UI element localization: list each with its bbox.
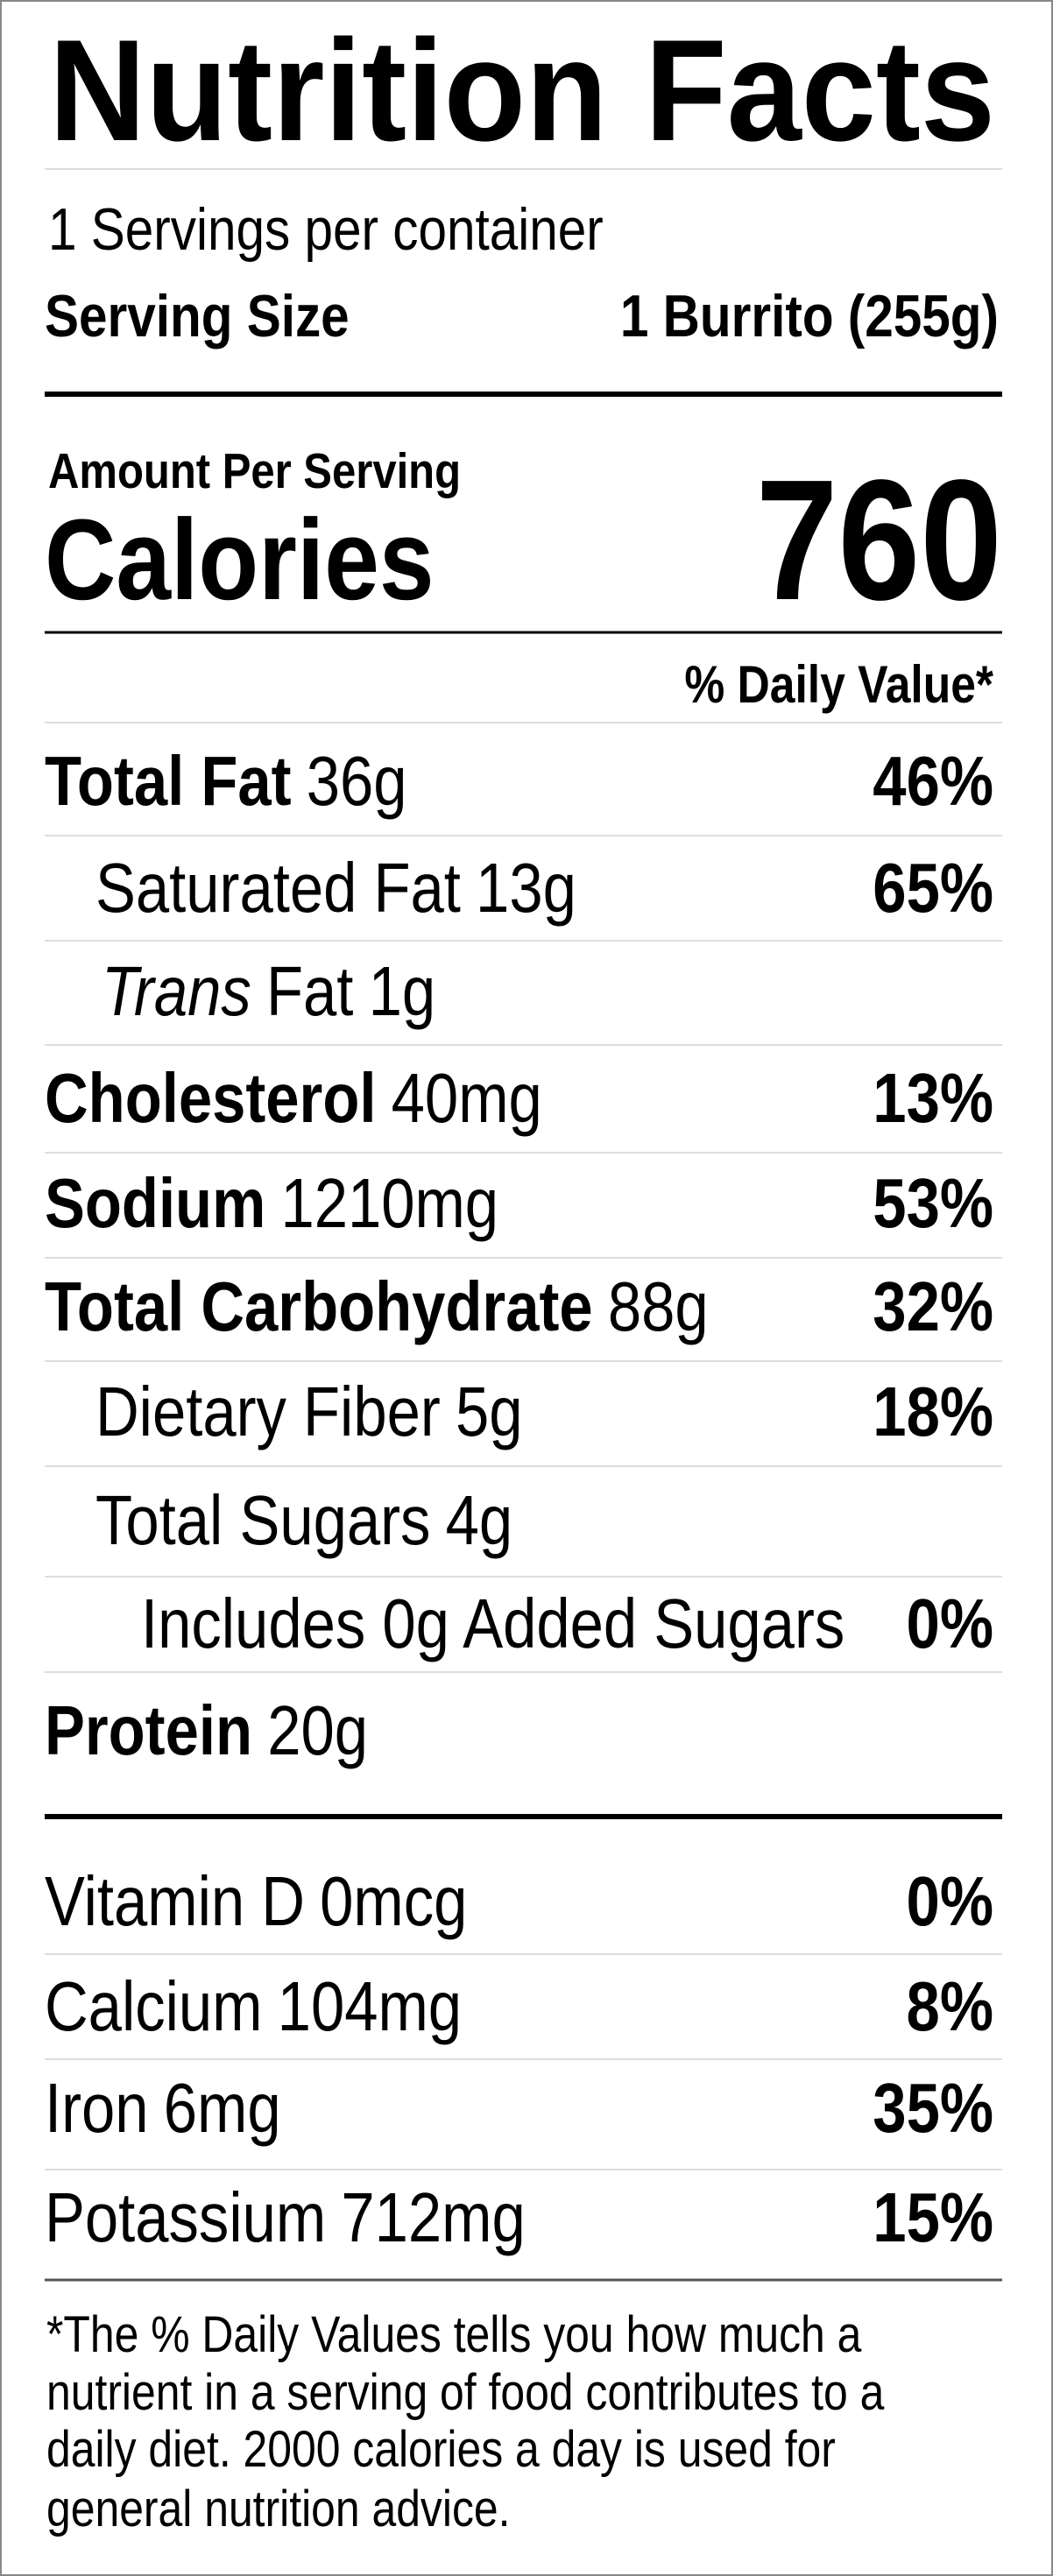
nutrient-amount: 88g [608,1267,709,1345]
nutrient-name: Total Fat [45,741,292,820]
nutrient-row: Includes 0g Added Sugars [141,1584,845,1662]
daily-value: 35% [873,2068,993,2147]
serving-size: 1 Burrito (255g) [620,284,999,349]
nutrient-row: Vitamin D 0mcg [45,1861,467,1940]
calories-label: Calories [45,495,435,624]
nutrient-name: Iron [45,2068,149,2147]
daily-value: 8% [907,1966,993,2045]
nutrient-name: Fat [266,951,354,1030]
nutrient-row: Potassium 712mg [45,2177,526,2256]
footnote-text: nutrient in a serving of food contribute… [46,2365,885,2421]
nutrient-amount: 13g [476,848,576,927]
title: Nutrition Facts [49,10,995,171]
daily-value: 0% [907,1584,993,1662]
nutrient-name: Total Sugars [95,1480,430,1559]
footnote-line: general nutrition advice. [46,2481,510,2537]
nutrient-row: Total Carbohydrate 88g [45,1267,709,1345]
nutrient-name: Calcium [45,1966,262,2045]
daily-value-header: % Daily Value* [684,654,993,714]
daily-value: 0% [907,1861,993,1940]
footnote-line: daily diet. 2000 calories a day is used … [46,2422,836,2478]
daily-value: 65% [873,848,993,927]
daily-value: 35% [873,2068,993,2147]
nutrient-row: Saturated Fat 13g [95,848,576,927]
nutrient-amount: 4g [446,1480,513,1559]
nutrient-amount: 36g [307,741,407,820]
serving-size: 1 Burrito (255g) [620,284,999,349]
servings: 1 Servings per container [48,197,604,263]
nutrient-amount: 20g [267,1690,368,1769]
footnote-text: daily diet. 2000 calories a day is used … [46,2422,836,2478]
daily-value: 65% [873,848,993,927]
nutrient-row: Total Sugars 4g [95,1480,512,1559]
servings-text: 1 Servings per container [48,197,604,263]
amount-per-serving: Amount Per Serving [48,444,461,499]
nutrient-row: Sodium 1210mg [45,1163,498,1242]
nutrient-amount: 6mg [164,2068,281,2147]
footnote-text: general nutrition advice. [46,2481,510,2537]
daily-value: 53% [873,1163,993,1242]
nutrient-amount: 40mg [392,1058,542,1137]
nutrient-amount: 0mcg [320,1861,467,1940]
footnote-line: *The % Daily Values tells you how much a [46,2307,862,2363]
serving-size-label: Serving Size [45,284,350,349]
nutrient-amount: 712mg [341,2177,525,2256]
daily-value-header: % Daily Value* [684,654,993,714]
daily-value: 15% [873,2177,993,2256]
nutrient-row: Total Fat 36g [45,741,407,820]
nutrient-name: Sodium [45,1163,265,1242]
nutrient-row: Cholesterol 40mg [45,1058,542,1137]
nutrient-name-italic: Trans [102,951,251,1030]
nutrient-name: Vitamin D [45,1861,305,1940]
nutrient-name: Potassium [45,2177,326,2256]
daily-value: 13% [873,1058,993,1137]
nutrient-amount: 104mg [278,1966,462,2045]
nutrient-name: Saturated Fat [95,848,461,927]
calories-label: Calories [45,495,435,624]
footnote-text: *The % Daily Values tells you how much a [46,2307,862,2363]
daily-value: 13% [873,1058,993,1137]
serving-size-label: Serving Size [45,284,350,349]
nutrient-row: Trans Fat 1g [102,951,435,1030]
nutrient-name: Dietary Fiber [95,1372,441,1450]
daily-value: 15% [873,2177,993,2256]
nutrient-row: Iron 6mg [45,2068,281,2147]
nutrient-amount: 5g [456,1372,523,1450]
daily-value: 0% [907,1861,993,1940]
daily-value: 18% [873,1372,993,1450]
footnote-line: nutrient in a serving of food contribute… [46,2365,885,2421]
daily-value: 46% [873,741,993,820]
nutrient-name: Cholesterol [45,1058,376,1137]
daily-value: 46% [873,741,993,820]
daily-value: 32% [873,1267,993,1345]
nutrient-name: Total Carbohydrate [45,1267,593,1345]
daily-value: 18% [873,1372,993,1450]
daily-value: 8% [907,1966,993,2045]
amount-per-serving: Amount Per Serving [48,444,461,499]
nutrient-row: Dietary Fiber 5g [95,1372,523,1450]
nutrient-amount: 1g [369,951,436,1030]
daily-value: 32% [873,1267,993,1345]
nutrient-name: Includes 0g Added Sugars [141,1584,845,1662]
daily-value: 0% [907,1584,993,1662]
nutrient-name: Protein [45,1690,252,1769]
nutrient-row: Calcium 104mg [45,1966,462,2045]
daily-value: 53% [873,1163,993,1242]
nutrient-row: Protein 20g [45,1690,368,1769]
nutrient-amount: 1210mg [280,1163,498,1242]
calories-value: 760 [756,444,1002,636]
calories-value: 760 [756,444,1002,636]
